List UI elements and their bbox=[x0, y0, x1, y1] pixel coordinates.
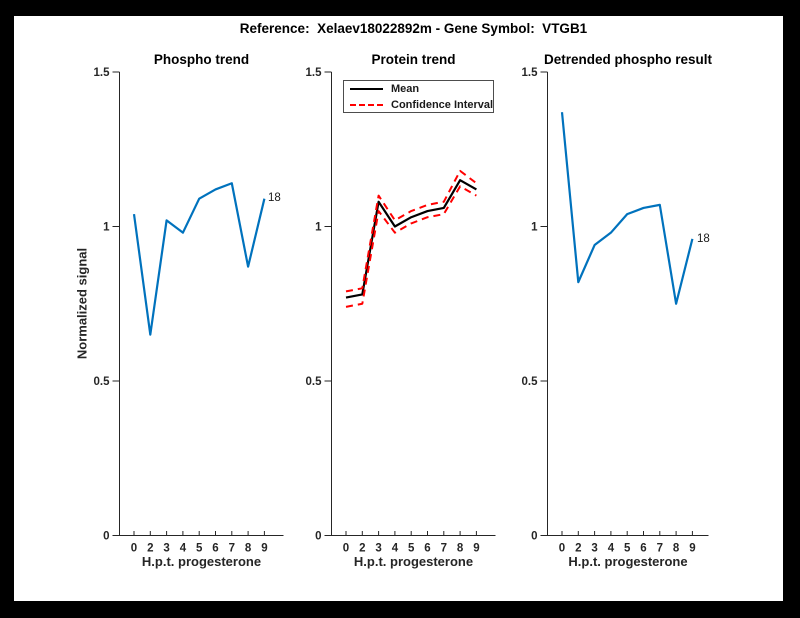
svg-text:0: 0 bbox=[103, 531, 109, 543]
subplot-detrended-title: Detrended phospho result bbox=[543, 52, 712, 67]
svg-text:0: 0 bbox=[315, 531, 321, 543]
svg-text:6: 6 bbox=[212, 543, 218, 555]
svg-text:2: 2 bbox=[359, 543, 365, 555]
svg-text:3: 3 bbox=[375, 543, 381, 555]
series-end-annotation-detrended: 18 bbox=[697, 233, 710, 245]
svg-text:8: 8 bbox=[245, 543, 252, 555]
svg-text:0: 0 bbox=[343, 543, 349, 555]
x-axis-label-3: H.p.t. progesterone bbox=[568, 554, 688, 569]
svg-text:6: 6 bbox=[640, 543, 646, 555]
subplot-phospho-title: Phospho trend bbox=[153, 52, 250, 67]
svg-text:4: 4 bbox=[180, 543, 187, 555]
figure-canvas: Reference: Xelaev18022892m - Gene Symbol… bbox=[14, 16, 783, 601]
confidence-interval-line-sample-icon bbox=[350, 103, 383, 106]
mean-line-sample-icon bbox=[350, 87, 383, 90]
svg-text:1.5: 1.5 bbox=[306, 67, 323, 79]
svg-text:5: 5 bbox=[408, 543, 415, 555]
subplot-protein-title: Protein trend bbox=[371, 52, 456, 67]
svg-text:0.5: 0.5 bbox=[306, 376, 323, 388]
svg-text:5: 5 bbox=[624, 543, 631, 555]
y-axis-label: Normalized signal bbox=[74, 247, 90, 360]
plots-svg: 00.511.50 2 3 4 5 6 7 8 900.511.50 2 3 4 5 6 7 8 900.511… bbox=[94, 67, 709, 555]
svg-text:6: 6 bbox=[424, 543, 430, 555]
svg-text:2: 2 bbox=[575, 543, 581, 555]
svg-text:5: 5 bbox=[196, 543, 203, 555]
x-axis-label-1: H.p.t. progesterone bbox=[141, 554, 262, 569]
svg-text:0: 0 bbox=[531, 531, 537, 543]
legend-entry-mean: Mean bbox=[350, 82, 493, 95]
svg-text:7: 7 bbox=[229, 543, 235, 555]
svg-text:4: 4 bbox=[608, 543, 615, 555]
legend-entry-confidence-interval: Confidence Interval bbox=[350, 98, 493, 111]
svg-text:9: 9 bbox=[473, 543, 479, 555]
svg-text:8: 8 bbox=[673, 543, 680, 555]
svg-text:8: 8 bbox=[457, 543, 464, 555]
svg-text:7: 7 bbox=[657, 543, 663, 555]
figure-title: Reference: Xelaev18022892m - Gene Symbol… bbox=[239, 21, 588, 36]
series-end-annotation-phospho: 18 bbox=[268, 192, 281, 204]
svg-text:1: 1 bbox=[315, 222, 322, 234]
svg-text:1.5: 1.5 bbox=[94, 67, 111, 79]
legend-box: Mean Confidence Interval bbox=[343, 80, 494, 113]
legend-label-confidence-interval: Confidence Interval bbox=[391, 98, 494, 111]
svg-text:0.5: 0.5 bbox=[94, 376, 111, 388]
svg-text:4: 4 bbox=[392, 543, 399, 555]
svg-text:9: 9 bbox=[689, 543, 695, 555]
svg-text:0: 0 bbox=[559, 543, 565, 555]
x-axis-label-2: H.p.t. progesterone bbox=[353, 554, 474, 569]
svg-text:1: 1 bbox=[103, 222, 110, 234]
svg-text:2: 2 bbox=[147, 543, 153, 555]
legend-label-mean: Mean bbox=[391, 82, 420, 95]
svg-text:3: 3 bbox=[591, 543, 597, 555]
svg-text:0.5: 0.5 bbox=[522, 376, 539, 388]
svg-text:0: 0 bbox=[131, 543, 137, 555]
svg-text:1: 1 bbox=[531, 222, 538, 234]
svg-text:3: 3 bbox=[163, 543, 169, 555]
svg-text:9: 9 bbox=[261, 543, 267, 555]
svg-text:7: 7 bbox=[441, 543, 447, 555]
svg-text:1.5: 1.5 bbox=[522, 67, 539, 79]
